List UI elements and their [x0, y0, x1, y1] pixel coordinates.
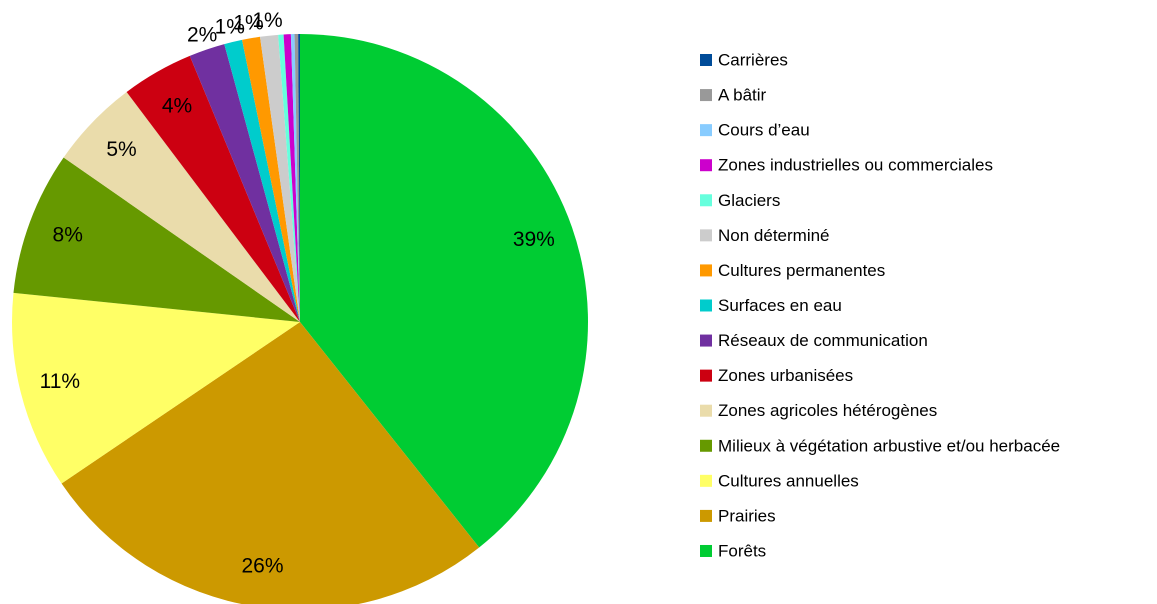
data-label: 5%: [106, 138, 136, 161]
legend-label: Zones industrielles ou commerciales: [718, 156, 993, 175]
legend-label: Cultures permanentes: [718, 261, 885, 280]
pie-slice: [61, 322, 480, 604]
legend-label: Milieux à végétation arbustive et/ou her…: [718, 436, 1060, 455]
pie-slice: [290, 34, 300, 322]
legend-swatch: [700, 229, 712, 242]
pie-slice: [278, 34, 300, 323]
data-label: 39%: [513, 228, 555, 251]
legend-label: Non déterminé: [718, 226, 830, 245]
legend-swatch: [700, 299, 712, 312]
data-label: 8%: [53, 224, 83, 247]
pie-slice: [298, 34, 300, 322]
pie-slice: [294, 34, 300, 323]
legend-swatch: [700, 194, 712, 207]
legend-label: Réseaux de communication: [718, 331, 928, 350]
pie-slice: [259, 34, 300, 322]
legend-label: Zones urbanisées: [718, 366, 853, 385]
data-label: 26%: [241, 554, 283, 577]
data-label: 2%: [187, 23, 217, 46]
legend-label: Glaciers: [718, 191, 780, 210]
legend-swatch: [700, 474, 712, 487]
data-label: 11%: [40, 370, 80, 393]
legend-swatch: [700, 124, 712, 137]
legend-swatch: [700, 264, 712, 277]
pie-slice: [63, 92, 300, 322]
data-label: 4%: [162, 95, 192, 118]
legend-swatch: [700, 439, 712, 452]
pie-slice: [11, 292, 300, 484]
legend-swatch: [700, 334, 712, 347]
pie-slice: [126, 55, 300, 322]
data-label: 1%: [233, 12, 263, 35]
data-label: 1%: [252, 9, 282, 32]
pie-slice: [189, 44, 300, 323]
legend-swatch: [700, 159, 712, 172]
pie-slice: [242, 36, 300, 322]
legend-label: Prairies: [718, 506, 776, 525]
legend-swatch: [700, 89, 712, 102]
pie-slice: [224, 39, 300, 322]
legend-label: Surfaces en eau: [718, 296, 842, 315]
legend-label: Cultures annuelles: [718, 471, 859, 490]
legend-label: Zones agricoles hétérogènes: [718, 401, 937, 420]
legend-label: Cours d’eau: [718, 121, 810, 140]
legend-swatch: [700, 404, 712, 417]
legend-swatch: [700, 369, 712, 382]
pie-slice: [13, 157, 301, 322]
legend-swatch: [700, 544, 712, 557]
legend-label: Carrières: [718, 50, 788, 69]
pie-slice: [300, 34, 588, 548]
legend-swatch: [700, 509, 712, 522]
pie-slice: [283, 34, 300, 323]
legend-label: Forêts: [718, 541, 766, 560]
legend-label: A bâtir: [718, 86, 767, 105]
legend-swatch: [700, 54, 712, 66]
data-label: 1%: [215, 15, 245, 38]
